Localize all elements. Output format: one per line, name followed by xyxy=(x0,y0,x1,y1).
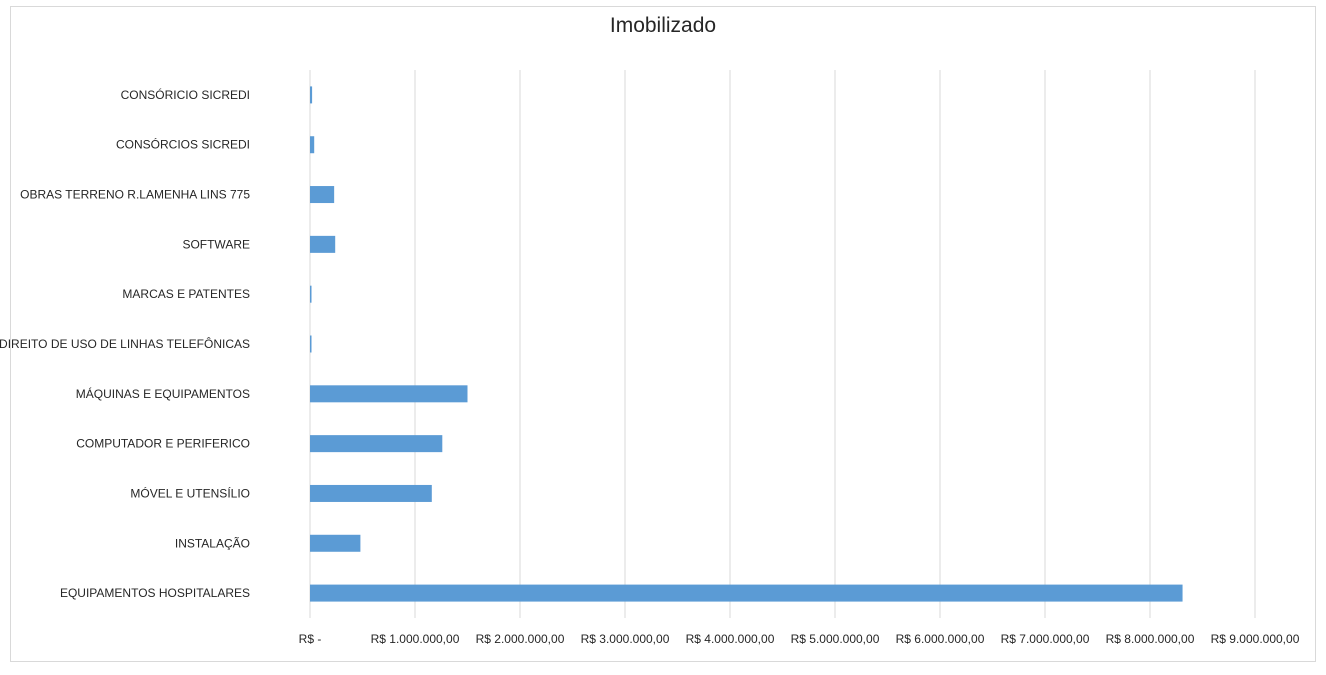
category-label: OBRAS TERRENO R.LAMENHA LINS 775 xyxy=(20,188,250,202)
x-tick-label: R$ 1.000.000,00 xyxy=(371,632,460,646)
bar xyxy=(310,235,336,253)
category-label: MÁQUINAS E EQUIPAMENTOS xyxy=(76,386,250,401)
category-label: COMPUTADOR E PERIFERICO xyxy=(76,437,250,451)
x-tick-label: R$ 3.000.000,00 xyxy=(581,632,670,646)
x-tick-label: R$ - xyxy=(299,632,322,646)
bar xyxy=(310,285,312,303)
x-tick-label: R$ 6.000.000,00 xyxy=(896,632,985,646)
category-label: INSTALAÇÃO xyxy=(175,536,250,550)
bar xyxy=(310,584,1183,602)
bar xyxy=(310,86,313,104)
bar xyxy=(310,435,443,453)
x-tick-label: R$ 2.000.000,00 xyxy=(476,632,565,646)
bar xyxy=(310,136,315,154)
bar xyxy=(310,335,312,353)
category-label: CONSÓRICIO SICREDI xyxy=(121,87,250,102)
bar xyxy=(310,385,468,403)
category-label: MARCAS E PATENTES xyxy=(122,287,250,301)
chart-title: Imobilizado xyxy=(609,14,717,37)
bar xyxy=(310,534,361,552)
category-label: DIREITO DE USO DE LINHAS TELEFÔNICAS xyxy=(0,336,250,351)
bar xyxy=(310,186,335,204)
x-tick-label: R$ 9.000.000,00 xyxy=(1211,632,1300,646)
category-label: EQUIPAMENTOS HOSPITALARES xyxy=(60,586,250,600)
x-tick-label: R$ 8.000.000,00 xyxy=(1106,632,1195,646)
bar xyxy=(310,484,432,502)
category-label: CONSÓRCIOS SICREDI xyxy=(116,137,250,152)
chart-frame xyxy=(10,6,1316,662)
category-label: MÓVEL E UTENSÍLIO xyxy=(130,485,250,500)
x-tick-label: R$ 5.000.000,00 xyxy=(791,632,880,646)
category-label: SOFTWARE xyxy=(182,237,250,251)
x-tick-label: R$ 7.000.000,00 xyxy=(1001,632,1090,646)
x-tick-label: R$ 4.000.000,00 xyxy=(686,632,775,646)
